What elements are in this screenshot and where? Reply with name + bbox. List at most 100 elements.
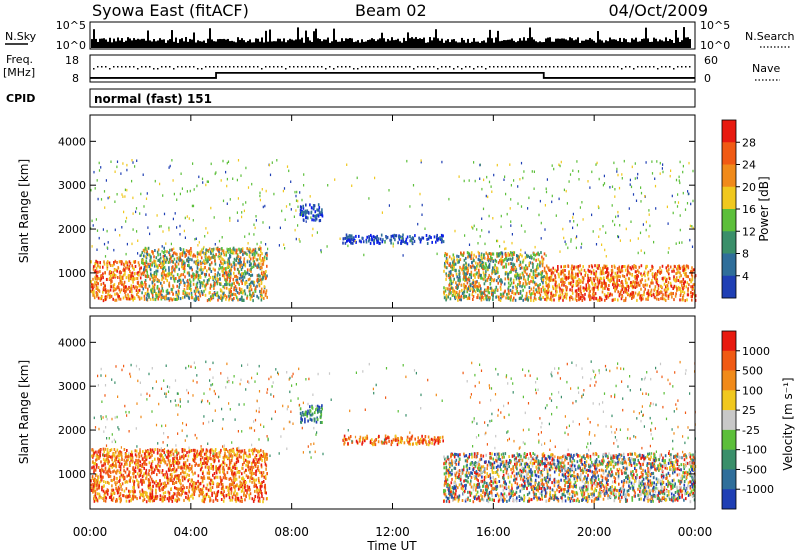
echo-cell: [389, 238, 391, 242]
echo-cell: [501, 251, 503, 255]
echo-cell: [203, 452, 206, 456]
echo-cell: [239, 263, 242, 267]
echo-cell: [237, 485, 240, 489]
noise-bar: [253, 42, 255, 48]
noise-bar: [629, 42, 631, 48]
noise-bar: [673, 42, 675, 48]
echo-cell: [279, 226, 281, 230]
echo-cell: [560, 279, 562, 283]
noise-bar: [109, 37, 111, 48]
echo-cell: [398, 237, 401, 241]
echo-cell: [198, 280, 201, 284]
echo-cell: [171, 248, 174, 252]
echo-cell: [598, 177, 600, 181]
nave-dot: [129, 66, 131, 68]
echo-cell: [570, 267, 573, 271]
echo-cell: [488, 214, 490, 218]
echo-cell: [151, 281, 154, 285]
echo-cell: [576, 292, 578, 296]
echo-cell: [524, 267, 527, 271]
echo-cell: [201, 271, 204, 275]
echo-cell: [512, 278, 515, 282]
echo-cell: [445, 294, 448, 297]
echo-cell: [206, 258, 209, 262]
echo-cell: [543, 269, 546, 273]
echo-cell: [174, 264, 177, 268]
echo-cell: [194, 463, 196, 467]
echo-cell: [221, 247, 223, 251]
echo-cell: [160, 497, 163, 501]
echo-cell: [580, 280, 582, 284]
echo-cell: [419, 237, 421, 241]
echo-cell: [648, 209, 650, 212]
echo-cell: [130, 476, 132, 480]
echo-cell: [562, 298, 564, 302]
echo-cell: [195, 273, 198, 277]
echo-cell: [509, 288, 512, 292]
echo-cell: [109, 264, 112, 267]
echo-cell: [520, 248, 522, 252]
echo-cell: [502, 294, 505, 298]
echo-cell: [146, 297, 148, 301]
echo-cell: [552, 266, 554, 270]
nave-dot: [621, 68, 623, 70]
echo-cell: [420, 160, 422, 164]
echo-cell: [619, 291, 622, 295]
echo-cell: [478, 254, 480, 258]
echo-cell: [265, 291, 267, 295]
noise-bar: [577, 37, 579, 48]
echo-cell: [107, 453, 110, 457]
noise-bar: [623, 38, 625, 48]
echo-cell: [253, 233, 255, 236]
echo-cell: [593, 271, 595, 275]
echo-cell: [512, 285, 514, 289]
echo-cell: [119, 468, 122, 472]
echo-cell: [236, 470, 239, 474]
echo-cell: [559, 289, 561, 293]
noise-bar: [445, 40, 447, 48]
echo-cell: [225, 297, 227, 301]
echo-cell: [232, 292, 235, 296]
echo-cell: [210, 295, 212, 299]
echo-cell: [589, 289, 591, 293]
echo-cell: [679, 271, 681, 275]
echo-cell: [104, 447, 107, 451]
echo-cell: [621, 173, 623, 176]
echo-cell: [121, 193, 123, 196]
echo-cell: [499, 299, 502, 302]
echo-cell: [99, 278, 102, 282]
echo-cell: [259, 253, 262, 257]
noise-bar: [355, 41, 357, 48]
cpid-strip-frame: [89, 88, 696, 108]
echo-cell: [141, 271, 144, 275]
echo-cell: [246, 260, 249, 264]
echo-cell: [321, 208, 323, 212]
echo-cell: [607, 278, 610, 282]
echo-cell: [679, 228, 681, 232]
noise-bar: [509, 39, 511, 48]
echo-cell: [97, 276, 99, 280]
echo-cell: [131, 242, 133, 246]
echo-cell: [233, 271, 235, 275]
echo-cell: [655, 207, 657, 210]
echo-cell: [252, 281, 254, 285]
freq-left-label-1: Freq.: [6, 53, 33, 66]
echo-cell: [152, 252, 154, 256]
echo-cell: [167, 291, 169, 295]
echo-cell: [244, 451, 247, 455]
echo-cell: [640, 191, 643, 195]
echo-cell: [213, 254, 216, 258]
nave-dot: [589, 66, 591, 68]
echo-cell: [136, 497, 138, 501]
echo-cell: [219, 263, 221, 267]
echo-cell: [164, 254, 166, 258]
echo-cell: [93, 294, 96, 298]
echo-cell: [171, 270, 173, 274]
echo-cell: [211, 249, 213, 253]
echo-cell: [178, 276, 180, 279]
nave-dot: [441, 66, 443, 68]
nave-dot: [297, 66, 299, 68]
echo-cell: [376, 240, 378, 244]
echo-cell: [566, 292, 568, 296]
echo-cell: [199, 281, 202, 285]
